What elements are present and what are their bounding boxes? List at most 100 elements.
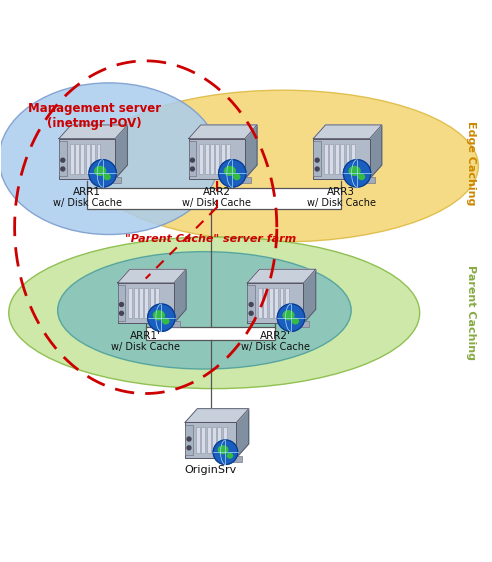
FancyBboxPatch shape	[221, 143, 225, 174]
FancyBboxPatch shape	[299, 321, 309, 327]
Text: w/ Disk Cache: w/ Disk Cache	[53, 198, 122, 208]
Circle shape	[61, 167, 65, 171]
FancyBboxPatch shape	[223, 427, 227, 453]
Text: Management server
(inetmgr POV): Management server (inetmgr POV)	[28, 102, 161, 130]
Text: ARR1: ARR1	[73, 187, 101, 197]
FancyBboxPatch shape	[188, 139, 245, 179]
FancyBboxPatch shape	[263, 288, 267, 318]
FancyBboxPatch shape	[86, 143, 90, 174]
FancyBboxPatch shape	[279, 288, 283, 318]
Text: ARR3: ARR3	[327, 187, 355, 197]
FancyBboxPatch shape	[118, 283, 174, 323]
FancyBboxPatch shape	[217, 427, 221, 453]
Polygon shape	[59, 125, 127, 139]
FancyBboxPatch shape	[201, 427, 205, 453]
Ellipse shape	[224, 166, 236, 176]
Text: Parent Caching: Parent Caching	[466, 265, 476, 360]
Circle shape	[315, 167, 319, 171]
Polygon shape	[174, 269, 186, 323]
Ellipse shape	[217, 445, 228, 454]
FancyBboxPatch shape	[155, 288, 159, 318]
Text: Edge Caching: Edge Caching	[466, 121, 476, 206]
Text: w/ Disk Cache: w/ Disk Cache	[182, 198, 251, 208]
FancyBboxPatch shape	[247, 285, 255, 321]
Ellipse shape	[153, 310, 165, 320]
Ellipse shape	[226, 452, 233, 459]
Ellipse shape	[348, 166, 361, 176]
FancyBboxPatch shape	[145, 288, 149, 318]
Circle shape	[249, 311, 253, 315]
FancyBboxPatch shape	[205, 143, 209, 174]
FancyBboxPatch shape	[96, 143, 100, 174]
FancyBboxPatch shape	[199, 143, 203, 174]
FancyBboxPatch shape	[139, 288, 143, 318]
Text: "Parent Cache" server farm: "Parent Cache" server farm	[125, 234, 296, 244]
FancyBboxPatch shape	[146, 327, 276, 339]
FancyBboxPatch shape	[345, 143, 349, 174]
FancyBboxPatch shape	[150, 288, 154, 318]
FancyBboxPatch shape	[335, 143, 338, 174]
Text: ARR1': ARR1'	[130, 332, 161, 341]
Polygon shape	[115, 125, 127, 179]
Ellipse shape	[233, 173, 241, 180]
Circle shape	[190, 158, 194, 162]
Ellipse shape	[103, 173, 111, 180]
FancyBboxPatch shape	[212, 427, 216, 453]
Ellipse shape	[358, 173, 365, 180]
Text: w/ Disk Cache: w/ Disk Cache	[241, 342, 310, 352]
Circle shape	[315, 158, 319, 162]
Circle shape	[120, 311, 123, 315]
Ellipse shape	[0, 83, 219, 234]
FancyBboxPatch shape	[169, 321, 180, 327]
FancyBboxPatch shape	[196, 427, 200, 453]
FancyBboxPatch shape	[59, 139, 115, 179]
Polygon shape	[247, 269, 316, 283]
FancyBboxPatch shape	[210, 143, 214, 174]
Polygon shape	[185, 409, 248, 423]
FancyBboxPatch shape	[324, 143, 328, 174]
FancyBboxPatch shape	[232, 456, 243, 461]
Circle shape	[187, 446, 191, 450]
FancyBboxPatch shape	[75, 143, 79, 174]
Text: ARR2': ARR2'	[260, 332, 291, 341]
FancyBboxPatch shape	[285, 288, 289, 318]
FancyBboxPatch shape	[207, 427, 211, 453]
Circle shape	[148, 304, 175, 332]
FancyBboxPatch shape	[330, 143, 333, 174]
Text: OriginSrv: OriginSrv	[184, 465, 237, 475]
Ellipse shape	[58, 252, 351, 369]
Ellipse shape	[162, 318, 170, 324]
Circle shape	[89, 160, 116, 187]
Circle shape	[249, 302, 253, 306]
Polygon shape	[313, 125, 382, 139]
FancyBboxPatch shape	[128, 288, 132, 318]
FancyBboxPatch shape	[188, 141, 196, 176]
FancyBboxPatch shape	[351, 143, 355, 174]
FancyBboxPatch shape	[80, 143, 84, 174]
FancyBboxPatch shape	[313, 139, 369, 179]
Circle shape	[213, 440, 238, 464]
FancyBboxPatch shape	[118, 285, 125, 321]
Circle shape	[120, 302, 123, 306]
FancyBboxPatch shape	[269, 288, 273, 318]
Polygon shape	[237, 409, 248, 457]
FancyBboxPatch shape	[340, 143, 344, 174]
FancyBboxPatch shape	[247, 283, 304, 323]
Circle shape	[190, 167, 194, 171]
Polygon shape	[245, 125, 257, 179]
Circle shape	[61, 158, 65, 162]
FancyBboxPatch shape	[313, 141, 321, 176]
FancyBboxPatch shape	[258, 288, 262, 318]
FancyBboxPatch shape	[110, 177, 121, 183]
Ellipse shape	[94, 166, 106, 176]
FancyBboxPatch shape	[240, 177, 250, 183]
FancyBboxPatch shape	[215, 143, 219, 174]
Circle shape	[277, 304, 305, 332]
Ellipse shape	[282, 310, 295, 320]
FancyBboxPatch shape	[134, 288, 138, 318]
Ellipse shape	[9, 237, 420, 389]
FancyBboxPatch shape	[226, 143, 230, 174]
Ellipse shape	[292, 318, 299, 324]
FancyBboxPatch shape	[87, 188, 341, 209]
FancyBboxPatch shape	[274, 288, 278, 318]
